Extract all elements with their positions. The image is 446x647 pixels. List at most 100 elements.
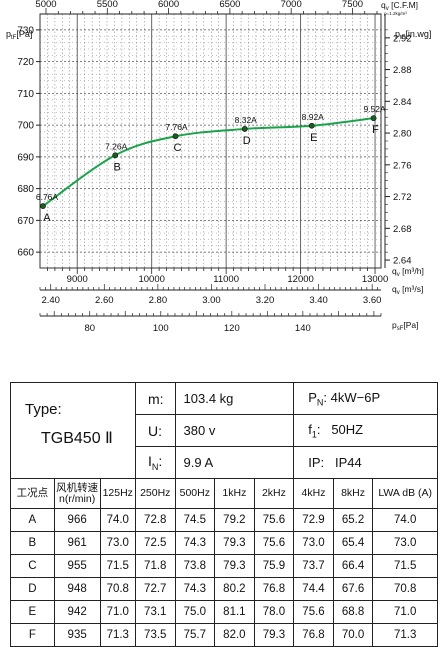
table-cell: 948 [53,577,101,601]
table-cell: 75.6 [293,600,334,624]
operating-point-cell: A [10,508,55,532]
current-label: I [147,453,152,470]
x-tick-label-top: 5500 [97,0,118,10]
operating-point-cell: F [10,623,55,647]
point-label-f: F [372,124,379,136]
noise-header-row: 工况点 风机转速 n(r/min) 125Hz 250Hz 500Hz 1kHz… [10,478,438,509]
y-tick-label-left: 730 [17,25,34,36]
table-cell: 966 [53,508,101,532]
table-cell: 71.0 [99,600,136,624]
table-cell: 73.0 [372,531,438,555]
data-point-d [241,126,248,132]
table-cell: 75.0 [174,600,216,624]
x-tick-label-top: 6000 [158,0,179,10]
y-axis-label-right: ptF[in.wg] [395,29,431,41]
current-label-f: 9.52A [363,104,386,114]
table-cell: 65.2 [332,508,374,532]
table-cell: 71.3 [372,623,438,647]
table-cell: 68.8 [332,600,374,624]
noise-table-body: A 966 74.0 72.8 74.5 79.2 75.6 72.9 65.2 74.0 B 961… [10,508,438,647]
x-tick-label-m3s: 2.60 [95,295,114,306]
data-point-e [308,122,315,129]
x-tick-label-top: 6500 [219,0,240,10]
header-250hz: 250Hz [134,478,176,509]
y-tick-label-right: 2.72 [393,192,412,203]
table-cell: 67.6 [332,577,374,601]
type-label: Type: [25,401,62,418]
current-label-d: 8.32A [235,115,258,125]
x-tick-label-m3h: 10000 [138,274,164,285]
table-cell: 73.5 [134,623,176,647]
x-tick-label-m3s: 2.80 [149,295,168,306]
table-cell: 75.9 [253,554,295,578]
table-row: C 955 71.5 71.8 73.8 79.3 75.9 73.7 66.4 71.5 [10,554,438,578]
y-axis-label-left: ptF[Pa] [6,29,32,41]
table-cell: 73.8 [174,554,216,578]
mass-label: m: [134,382,176,415]
table-cell: 71.5 [372,554,438,578]
fan-spec-table: Type: TGB450 Ⅱ m: 103.4 kg PN: 4kW−6P U:… [10,382,438,647]
table-cell: 961 [53,531,101,555]
table-cell: 79.2 [214,508,255,532]
x-tick-label-m3h: 11000 [213,274,239,285]
x-tick-label-m3s: 3.00 [202,295,221,306]
x-tick-label-m3h: 12000 [287,274,313,285]
table-cell: 76.8 [293,623,334,647]
data-point-c [172,133,179,140]
y-tick-label-right: 2.88 [393,65,412,76]
x-tick-label-m3s: 3.40 [309,295,328,306]
current-sub: N [151,461,159,472]
header-500hz: 500Hz [174,478,216,509]
type-cell: Type: TGB450 Ⅱ [10,382,136,479]
plot-frame [39,13,382,269]
y-tick-label-left: 700 [17,121,34,132]
table-cell: 74.3 [174,577,216,601]
y-tick-label-right: 2.80 [393,129,412,140]
voltage-label: U: [134,414,176,447]
x-tick-label-m3h: 9000 [67,274,88,285]
table-cell: 74.5 [174,508,216,532]
y-tick-label-right: 2.84 [393,97,412,108]
table-cell: 74.3 [174,531,216,555]
header-125hz: 125Hz [99,478,136,509]
power-cell: PN: 4kW−6P [293,382,438,415]
x-tick-label-pa-bottom: 120 [224,323,240,334]
power-value: 4kW−6P [330,389,381,405]
point-label-d: D [243,135,251,147]
table-cell: 66.4 [332,554,374,578]
table-row: E 942 71.0 73.1 75.0 81.1 78.0 75.6 68.8 71.0 [10,600,438,624]
current-label-c: 7.76A [165,122,188,132]
table-cell: 72.7 [134,577,176,601]
operating-point-cell: B [10,531,55,555]
x-tick-label-top: 7500 [342,0,363,10]
table-cell: 78.0 [253,600,295,624]
y-tick-label-left: 670 [17,216,34,227]
table-row: A 966 74.0 72.8 74.5 79.2 75.6 72.9 65.2 74.0 [10,508,438,532]
table-cell: 73.0 [293,531,334,555]
chart-grid [40,14,381,268]
table-cell: 71.3 [99,623,136,647]
table-cell: 74.4 [293,577,334,601]
power-sub: N [316,397,324,408]
point-label-c: C [174,142,182,154]
table-cell: 75.6 [253,531,295,555]
x-tick-label-m3h: 13000 [362,274,388,285]
x-tick-label-m3s: 3.60 [363,295,382,306]
header-2khz: 2kHz [253,478,295,509]
freq-label: f [308,421,312,437]
x-tick-label-pa-bottom: 140 [295,323,311,334]
table-cell: 72.5 [134,531,176,555]
table-cell: 73.0 [99,531,136,555]
x-axis-label-m3h: qv [m³/h] [392,266,424,278]
current-label-b: 7.26A [105,141,128,151]
chart-series: A 6.76A B 7.26A C 7.76A D 8.32A E 8.92A F 9.52A [36,104,386,224]
table-cell: 75.7 [174,623,216,647]
header-operating-point: 工况点 [10,478,55,509]
header-fan-speed: 风机转速 n(r/min) [53,478,101,509]
x-axis-label-top: qv [C.F.M] [381,0,418,12]
current-cell: IN: [134,446,176,479]
freq-sub: 1 [311,429,317,440]
table-cell: 72.9 [293,508,334,532]
table-cell: 70.0 [332,623,374,647]
